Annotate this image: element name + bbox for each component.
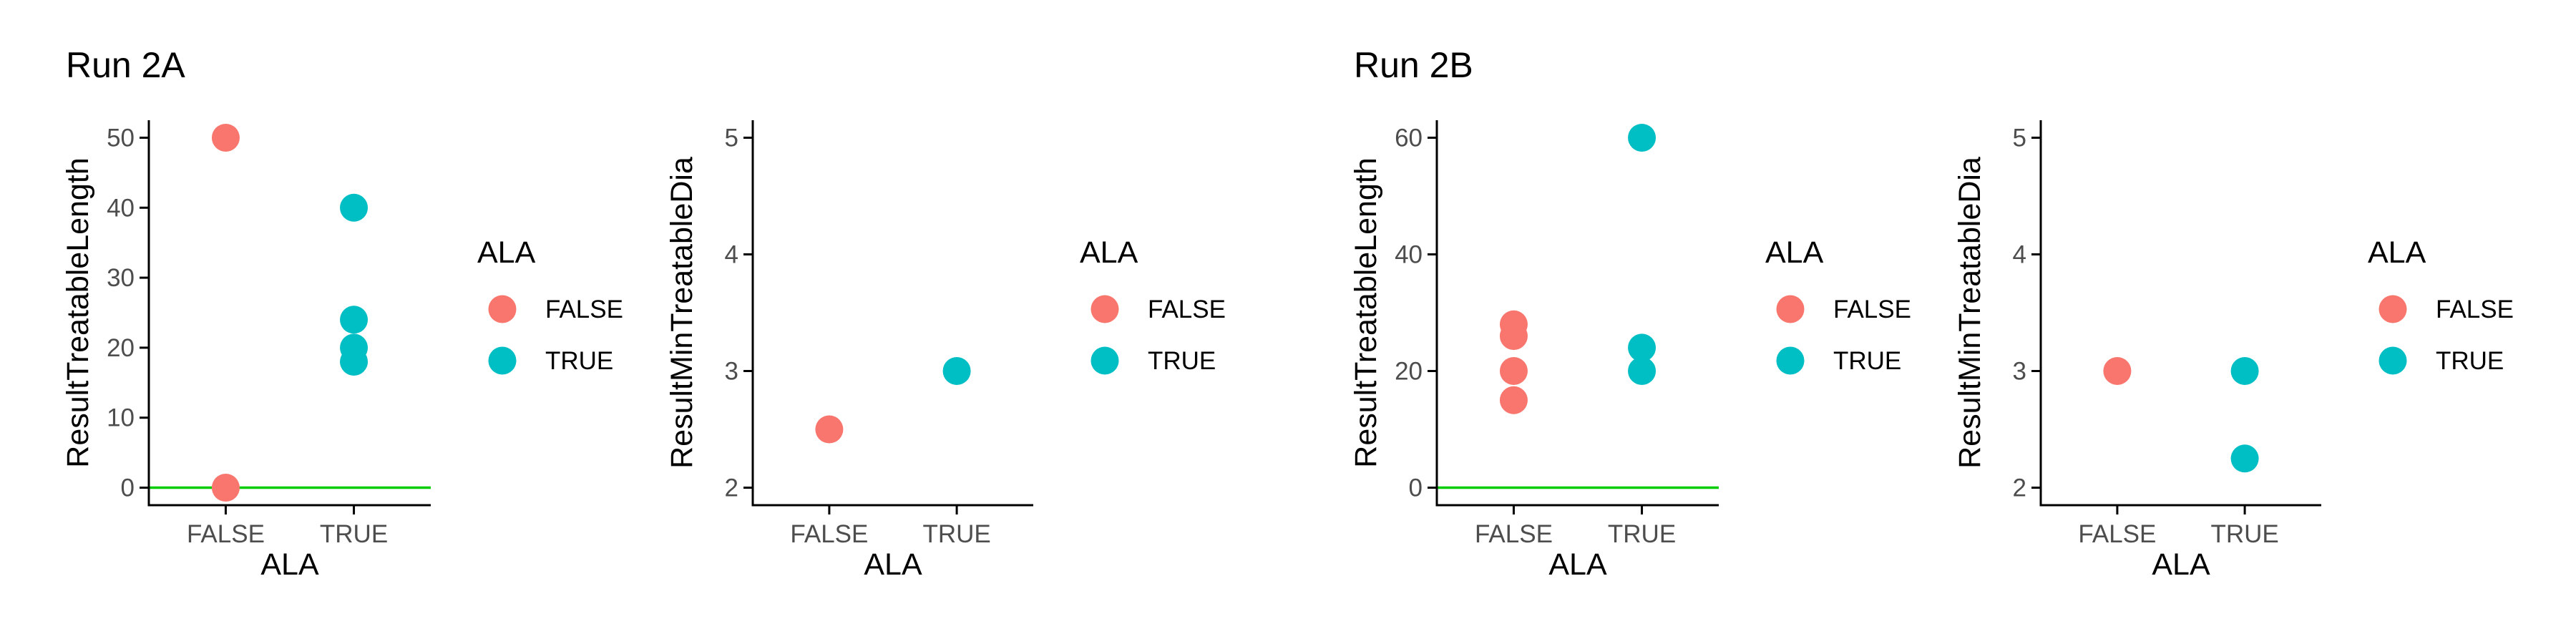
y-tick-label: 2 (725, 474, 738, 502)
legend-key-false (1091, 295, 1119, 323)
x-tick-label: TRUE (320, 520, 388, 548)
data-point-true (340, 193, 369, 222)
y-tick-label: 4 (725, 240, 738, 268)
x-axis-title: ALA (1548, 547, 1607, 582)
y-tick-label: 60 (1395, 124, 1423, 152)
legend-label-false: FALSE (1148, 296, 1226, 323)
legend-key-true (2379, 346, 2407, 375)
data-point-true (2230, 357, 2259, 386)
data-point-true (2230, 444, 2259, 473)
y-tick-label: 0 (1409, 474, 1423, 502)
x-tick-label: FALSE (790, 520, 868, 548)
legend-key-false (2379, 295, 2407, 323)
y-tick-label: 5 (725, 124, 738, 152)
data-point-false (211, 474, 240, 502)
legend-title: ALA (1080, 235, 1138, 270)
data-point-true (340, 306, 369, 334)
legend-title: ALA (2368, 235, 2426, 270)
legend-label-false: FALSE (545, 296, 623, 323)
data-point-true (942, 357, 971, 386)
y-tick-label: 30 (107, 264, 135, 292)
data-point-false (1499, 386, 1528, 414)
x-tick-label: FALSE (187, 520, 265, 548)
y-tick-label: 50 (107, 124, 135, 152)
legend-title: ALA (1765, 235, 1824, 270)
y-tick-label: 4 (2013, 240, 2026, 268)
y-tick-label: 3 (2013, 358, 2026, 386)
run-2b-title: Run 2B (1354, 45, 1473, 85)
y-axis-title: ResultMinTreatableDia (1953, 157, 1987, 469)
data-point-true (340, 347, 369, 376)
x-tick-label: TRUE (2210, 520, 2278, 548)
legend-key-true (1091, 346, 1119, 375)
y-tick-label: 5 (2013, 124, 2026, 152)
data-point-false (211, 123, 240, 152)
data-point-false (2103, 357, 2132, 386)
legend-label-true: TRUE (1148, 347, 1216, 375)
y-tick-label: 40 (107, 194, 135, 222)
y-axis-title: ResultMinTreatableDia (665, 157, 699, 469)
y-tick-label: 2 (2013, 474, 2026, 502)
legend-label-true: TRUE (2436, 347, 2504, 375)
legend-key-true (1776, 346, 1805, 375)
legend-key-false (488, 295, 517, 323)
y-axis-title: ResultTreatableLength (61, 157, 95, 467)
data-point-false (1499, 357, 1528, 386)
y-tick-label: 3 (725, 358, 738, 386)
x-axis-title: ALA (864, 547, 922, 582)
x-tick-label: FALSE (1475, 520, 1553, 548)
x-tick-label: TRUE (1608, 520, 1676, 548)
legend-label-true: TRUE (1833, 347, 1901, 375)
data-point-true (1628, 357, 1657, 386)
y-tick-label: 20 (107, 334, 135, 362)
x-axis-title: ALA (2152, 547, 2210, 582)
legend-label-true: TRUE (545, 347, 613, 375)
run-2a-title: Run 2A (66, 45, 185, 85)
x-tick-label: TRUE (922, 520, 990, 548)
legend-key-false (1776, 295, 1805, 323)
legend-label-false: FALSE (1833, 296, 1911, 323)
y-axis-title: ResultTreatableLength (1349, 157, 1383, 467)
data-point-true (1628, 333, 1657, 362)
data-point-false (1499, 322, 1528, 351)
data-point-false (815, 415, 844, 444)
legend-title: ALA (477, 235, 536, 270)
legend-key-true (488, 346, 517, 375)
y-tick-label: 10 (107, 404, 135, 432)
y-tick-label: 20 (1395, 358, 1423, 386)
data-point-true (1628, 123, 1657, 152)
y-tick-label: 40 (1395, 240, 1423, 268)
x-tick-label: FALSE (2078, 520, 2156, 548)
x-axis-title: ALA (260, 547, 319, 582)
y-tick-label: 0 (121, 474, 135, 502)
legend-label-false: FALSE (2436, 296, 2514, 323)
